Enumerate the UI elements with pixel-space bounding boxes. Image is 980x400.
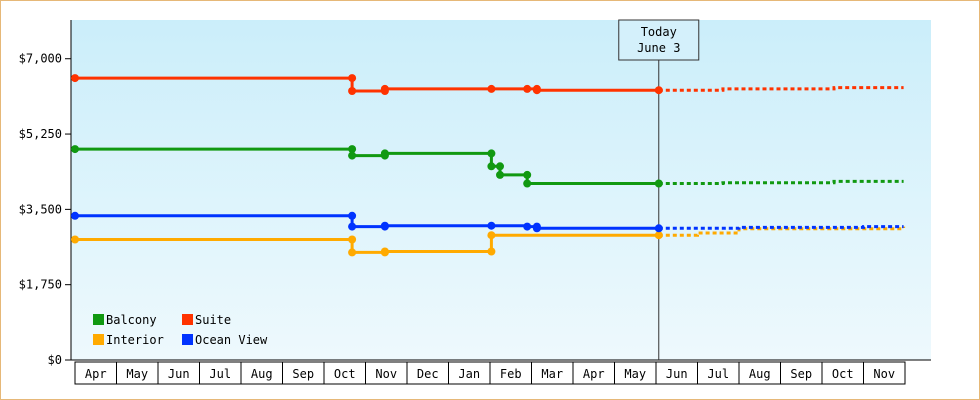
data-point[interactable] xyxy=(487,149,496,158)
month-label: Mar xyxy=(541,367,563,381)
legend-swatch xyxy=(93,314,104,325)
month-label: May xyxy=(624,367,646,381)
legend-swatch xyxy=(93,334,104,345)
data-point[interactable] xyxy=(380,84,389,93)
forecast-line xyxy=(658,86,904,92)
data-point[interactable] xyxy=(523,179,532,188)
month-label: Jan xyxy=(458,367,480,381)
data-point[interactable] xyxy=(487,84,496,93)
y-tick-label: $3,500 xyxy=(19,202,62,216)
forecast-line xyxy=(658,179,904,185)
month-label: Aug xyxy=(251,367,273,381)
series-interior xyxy=(71,226,906,257)
data-point[interactable] xyxy=(523,222,532,231)
data-point[interactable] xyxy=(348,235,357,244)
data-point[interactable] xyxy=(348,211,357,220)
data-point[interactable] xyxy=(71,145,79,154)
data-point[interactable] xyxy=(71,74,79,83)
data-point[interactable] xyxy=(348,222,357,231)
data-point[interactable] xyxy=(487,162,496,171)
legend-label: Interior xyxy=(106,333,164,347)
month-label: Nov xyxy=(873,367,895,381)
data-point[interactable] xyxy=(654,224,663,233)
forecast-line xyxy=(658,226,906,237)
today-label: Today xyxy=(641,25,677,39)
month-label: Sep xyxy=(292,367,314,381)
legend-label: Ocean View xyxy=(195,333,268,347)
month-label: Oct xyxy=(832,367,854,381)
month-label: Apr xyxy=(85,367,107,381)
data-point[interactable] xyxy=(532,86,541,95)
today-label-box xyxy=(618,19,700,61)
month-label: Jun xyxy=(666,367,688,381)
month-label: Jul xyxy=(209,367,231,381)
data-point[interactable] xyxy=(487,231,496,240)
y-tick-label: $0 xyxy=(48,353,62,367)
series-suite xyxy=(71,74,904,95)
series-layer xyxy=(71,74,906,257)
y-tick-label: $7,000 xyxy=(19,52,62,66)
data-point[interactable] xyxy=(71,235,79,244)
data-point[interactable] xyxy=(523,84,532,93)
data-point[interactable] xyxy=(71,211,79,220)
data-point[interactable] xyxy=(380,247,389,256)
month-label: Feb xyxy=(500,367,522,381)
x-axis: Apr May Jun Jul Aug Sep Oct Nov Dec Jan Feb Mar Apr M… xyxy=(71,359,931,385)
month-label: Apr xyxy=(583,367,605,381)
data-point[interactable] xyxy=(487,221,496,230)
series-balcony xyxy=(71,145,904,188)
month-label: Sep xyxy=(790,367,812,381)
month-label: Jun xyxy=(168,367,190,381)
data-point[interactable] xyxy=(348,87,357,95)
plot-background xyxy=(71,20,931,360)
data-point[interactable] xyxy=(654,179,663,188)
data-point[interactable] xyxy=(348,248,357,257)
data-point[interactable] xyxy=(654,231,663,240)
legend-swatch xyxy=(182,334,193,345)
y-axis: $0 $1,750 $3,500 $5,250 $7,000 xyxy=(19,20,72,367)
month-label: Nov xyxy=(375,367,397,381)
legend-label: Balcony xyxy=(106,313,157,327)
month-label: Oct xyxy=(334,367,356,381)
today-marker: Today June 3 xyxy=(618,19,700,360)
today-date: June 3 xyxy=(637,41,680,55)
data-point[interactable] xyxy=(496,170,504,179)
legend-swatch xyxy=(182,314,193,325)
data-point[interactable] xyxy=(523,170,532,179)
y-tick-label: $5,250 xyxy=(19,127,62,141)
data-point[interactable] xyxy=(487,247,496,256)
data-point[interactable] xyxy=(348,151,357,160)
series-ocean-view xyxy=(71,211,904,233)
month-label: May xyxy=(126,367,148,381)
data-point[interactable] xyxy=(348,145,357,154)
legend-label: Suite xyxy=(195,313,231,327)
month-label: Jul xyxy=(707,367,729,381)
data-point[interactable] xyxy=(532,224,541,233)
forecast-line xyxy=(658,225,904,230)
data-point[interactable] xyxy=(348,74,357,83)
y-tick-label: $1,750 xyxy=(19,278,62,292)
data-point[interactable] xyxy=(496,162,504,171)
data-point[interactable] xyxy=(654,86,663,95)
legend: Balcony Suite Interior Ocean View xyxy=(93,313,268,347)
data-point[interactable] xyxy=(380,149,389,158)
data-point[interactable] xyxy=(380,221,389,230)
month-label: Aug xyxy=(749,367,771,381)
month-label: Dec xyxy=(417,367,439,381)
